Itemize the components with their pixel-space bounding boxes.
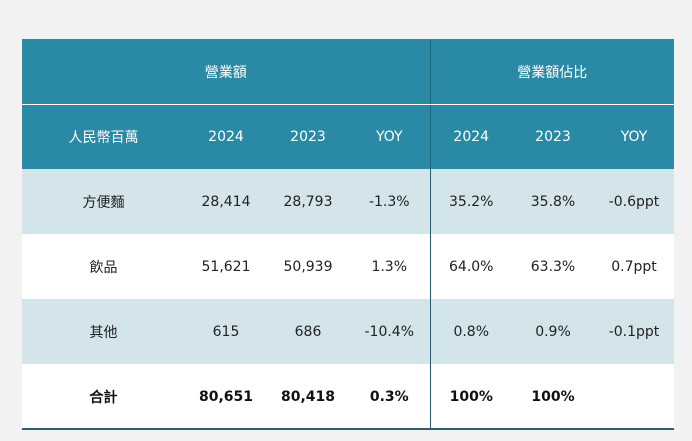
group-header-revenue: 營業額 [22, 40, 431, 105]
table-header: 營業額 營業額佔比 人民幣百萬 2024 2023 YOY 2024 2023 … [22, 40, 674, 169]
cell-revenue-yoy: -10.4% [349, 299, 431, 364]
cell-revenue-yoy: 0.3% [349, 364, 431, 429]
table-bottom-rule [22, 428, 674, 430]
column-header-row: 人民幣百萬 2024 2023 YOY 2024 2023 YOY [22, 104, 674, 169]
column-header-share-yoy: YOY [594, 104, 674, 169]
cell-revenue-2023: 50,939 [267, 234, 349, 299]
group-header-row: 營業額 營業額佔比 [22, 40, 674, 105]
table-body: 方便麵 28,414 28,793 -1.3% 35.2% 35.8% -0.6… [22, 169, 674, 429]
column-header-revenue-yoy: YOY [349, 104, 431, 169]
cell-revenue-2024: 615 [185, 299, 267, 364]
cell-revenue-2024: 51,621 [185, 234, 267, 299]
cell-revenue-2024: 80,651 [185, 364, 267, 429]
cell-share-2024: 0.8% [430, 299, 512, 364]
row-label: 飲品 [22, 234, 185, 299]
table-row-others: 其他 615 686 -10.4% 0.8% 0.9% -0.1ppt [22, 299, 674, 364]
cell-share-yoy [594, 364, 674, 429]
column-header-revenue-2023: 2023 [267, 104, 349, 169]
table-row-beverages: 飲品 51,621 50,939 1.3% 64.0% 63.3% 0.7ppt [22, 234, 674, 299]
cell-share-yoy: 0.7ppt [594, 234, 674, 299]
cell-share-yoy: -0.1ppt [594, 299, 674, 364]
revenue-table: 營業額 營業額佔比 人民幣百萬 2024 2023 YOY 2024 2023 … [22, 40, 674, 429]
cell-revenue-yoy: -1.3% [349, 169, 431, 234]
cell-share-2023: 0.9% [512, 299, 594, 364]
cell-revenue-yoy: 1.3% [349, 234, 431, 299]
column-header-share-2023: 2023 [512, 104, 594, 169]
revenue-table-container: 營業額 營業額佔比 人民幣百萬 2024 2023 YOY 2024 2023 … [22, 39, 674, 430]
cell-share-2024: 100% [430, 364, 512, 429]
cell-share-2023: 35.8% [512, 169, 594, 234]
table-row-noodles: 方便麵 28,414 28,793 -1.3% 35.2% 35.8% -0.6… [22, 169, 674, 234]
cell-revenue-2024: 28,414 [185, 169, 267, 234]
cell-revenue-2023: 80,418 [267, 364, 349, 429]
row-label: 方便麵 [22, 169, 185, 234]
group-header-share: 營業額佔比 [430, 40, 674, 105]
row-label: 其他 [22, 299, 185, 364]
cell-revenue-2023: 686 [267, 299, 349, 364]
cell-share-2024: 64.0% [430, 234, 512, 299]
cell-share-2023: 100% [512, 364, 594, 429]
cell-revenue-2023: 28,793 [267, 169, 349, 234]
column-header-share-2024: 2024 [430, 104, 512, 169]
row-label: 合計 [22, 364, 185, 429]
cell-share-2023: 63.3% [512, 234, 594, 299]
table-row-total: 合計 80,651 80,418 0.3% 100% 100% [22, 364, 674, 429]
cell-share-yoy: -0.6ppt [594, 169, 674, 234]
column-header-unit: 人民幣百萬 [22, 104, 185, 169]
cell-share-2024: 35.2% [430, 169, 512, 234]
column-header-revenue-2024: 2024 [185, 104, 267, 169]
table-top-edge [22, 39, 674, 40]
